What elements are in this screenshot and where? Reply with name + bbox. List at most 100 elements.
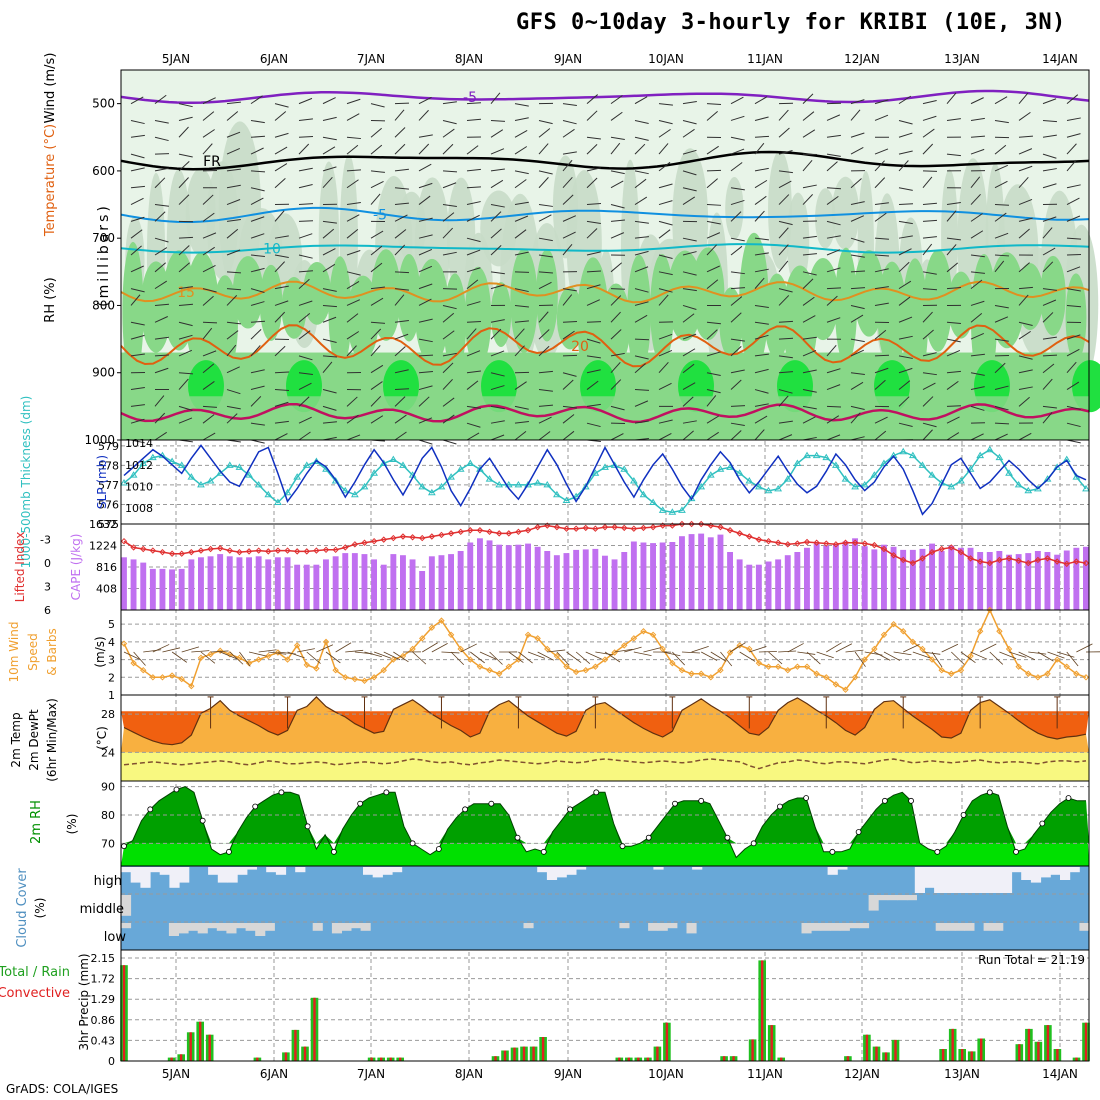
wind-barb (970, 176, 981, 189)
wind-barb (1018, 262, 1030, 273)
contour-label: FR (203, 154, 221, 170)
wind-barb (202, 432, 216, 441)
wind-axis-label: & Barbs (45, 628, 59, 676)
rh2m-axis-label: 2m RH (29, 800, 44, 844)
wind-barb (298, 143, 310, 155)
wind-barb (297, 648, 315, 653)
wind-barb (250, 95, 263, 105)
cloud-low-bar (245, 923, 256, 931)
wind-barb (898, 132, 913, 138)
rh2m-point (645, 834, 652, 841)
wind-barb (730, 115, 745, 121)
wind-barb (322, 263, 336, 273)
wind-barb (418, 385, 433, 391)
wind-axis-label: 10m Wind (7, 622, 21, 683)
thickness-series-point (697, 482, 706, 490)
bottom-day-label: 11JAN (747, 1067, 783, 1081)
wind-barb (258, 649, 277, 653)
convective-bar (389, 1057, 392, 1061)
wind-speed-series-point (197, 654, 205, 662)
wind-barb (730, 187, 745, 191)
convective-bar (1027, 1028, 1031, 1061)
bottom-day-label: 14JAN (1042, 1067, 1078, 1081)
cape-bar (178, 568, 185, 610)
wind-barb (946, 370, 961, 374)
convective-bar (494, 1056, 497, 1061)
convective-bar (179, 1054, 183, 1061)
wind-barb (850, 146, 864, 155)
thickness-series-point (1082, 484, 1090, 492)
wind-barb (730, 296, 743, 306)
convective-bar (1037, 1041, 1040, 1061)
rh-blob-green (650, 253, 674, 365)
cape-bar (784, 555, 791, 610)
precip-tick-label: 0.43 (91, 1034, 116, 1047)
cape-bar (948, 545, 955, 610)
thickness-series-point (764, 486, 773, 494)
wind-barb (634, 301, 649, 306)
wind-barb (634, 236, 649, 239)
wind-barb (874, 99, 889, 105)
top-day-label: 11JAN (747, 52, 783, 66)
wind-barb (778, 180, 792, 189)
wind-barb (658, 271, 673, 276)
convective-bar (208, 1034, 211, 1061)
thickness-series-point (899, 447, 908, 455)
wind-barb (706, 169, 722, 172)
precip-legend-total: Total / Rain (0, 965, 70, 980)
wind-barb (466, 249, 481, 256)
wind-barb (1018, 111, 1031, 121)
wind-barb (994, 362, 1006, 374)
wind-barb (922, 651, 941, 655)
thickness-series-point (562, 496, 571, 504)
wind-barb (442, 128, 455, 138)
wind-barb (490, 211, 502, 222)
convective-bar (532, 1046, 535, 1061)
wind-barb (298, 167, 313, 172)
wind-barb (346, 281, 360, 290)
wind-barb (490, 319, 505, 323)
wind-barb (946, 349, 961, 357)
wind-speed-series-point (832, 681, 840, 688)
wind-barb (778, 371, 793, 374)
cloud-high-bar (363, 867, 374, 875)
wind-barb (490, 385, 505, 391)
lifted-index-series-point (909, 559, 917, 567)
wind-barb (298, 203, 314, 206)
wind-speed-series-point (409, 645, 416, 653)
wind-barb (547, 649, 566, 653)
wind-barb (154, 262, 166, 273)
wind-barb (250, 197, 264, 205)
wind-barb (298, 355, 313, 361)
wind-barb (152, 644, 170, 653)
wind-barb (1042, 336, 1057, 340)
wind-barb (802, 111, 815, 121)
rh-blob-green (232, 256, 264, 329)
wind-speed-series-point (976, 628, 984, 635)
slp-tick-label: 1010 (125, 480, 153, 493)
wind-barb (202, 265, 216, 273)
wind-barb (514, 430, 527, 441)
wind-barb (586, 144, 598, 155)
wind-barb (610, 361, 621, 374)
wind-barb (634, 250, 649, 256)
cloud-middle-bar (906, 895, 917, 901)
wind-barb (874, 416, 888, 424)
wind-barb (130, 153, 145, 159)
cape-bar (746, 564, 753, 610)
wind-barb (754, 334, 769, 340)
wind-speed-series-point (1015, 663, 1022, 670)
cape-bar (534, 546, 541, 610)
wind-barb (518, 651, 533, 664)
wind-barb (682, 237, 697, 242)
wind-speed-series-point (495, 670, 503, 677)
lifted-index-series-point (1082, 559, 1090, 567)
wind-barb (874, 329, 887, 340)
wind-speed-series-point (236, 654, 243, 662)
wind-barb (178, 262, 190, 273)
wind-barb (226, 168, 241, 172)
wind-barb (130, 197, 144, 205)
wind-barb (123, 651, 141, 661)
rh2m-point (304, 823, 311, 830)
convective-bar (770, 1025, 773, 1061)
